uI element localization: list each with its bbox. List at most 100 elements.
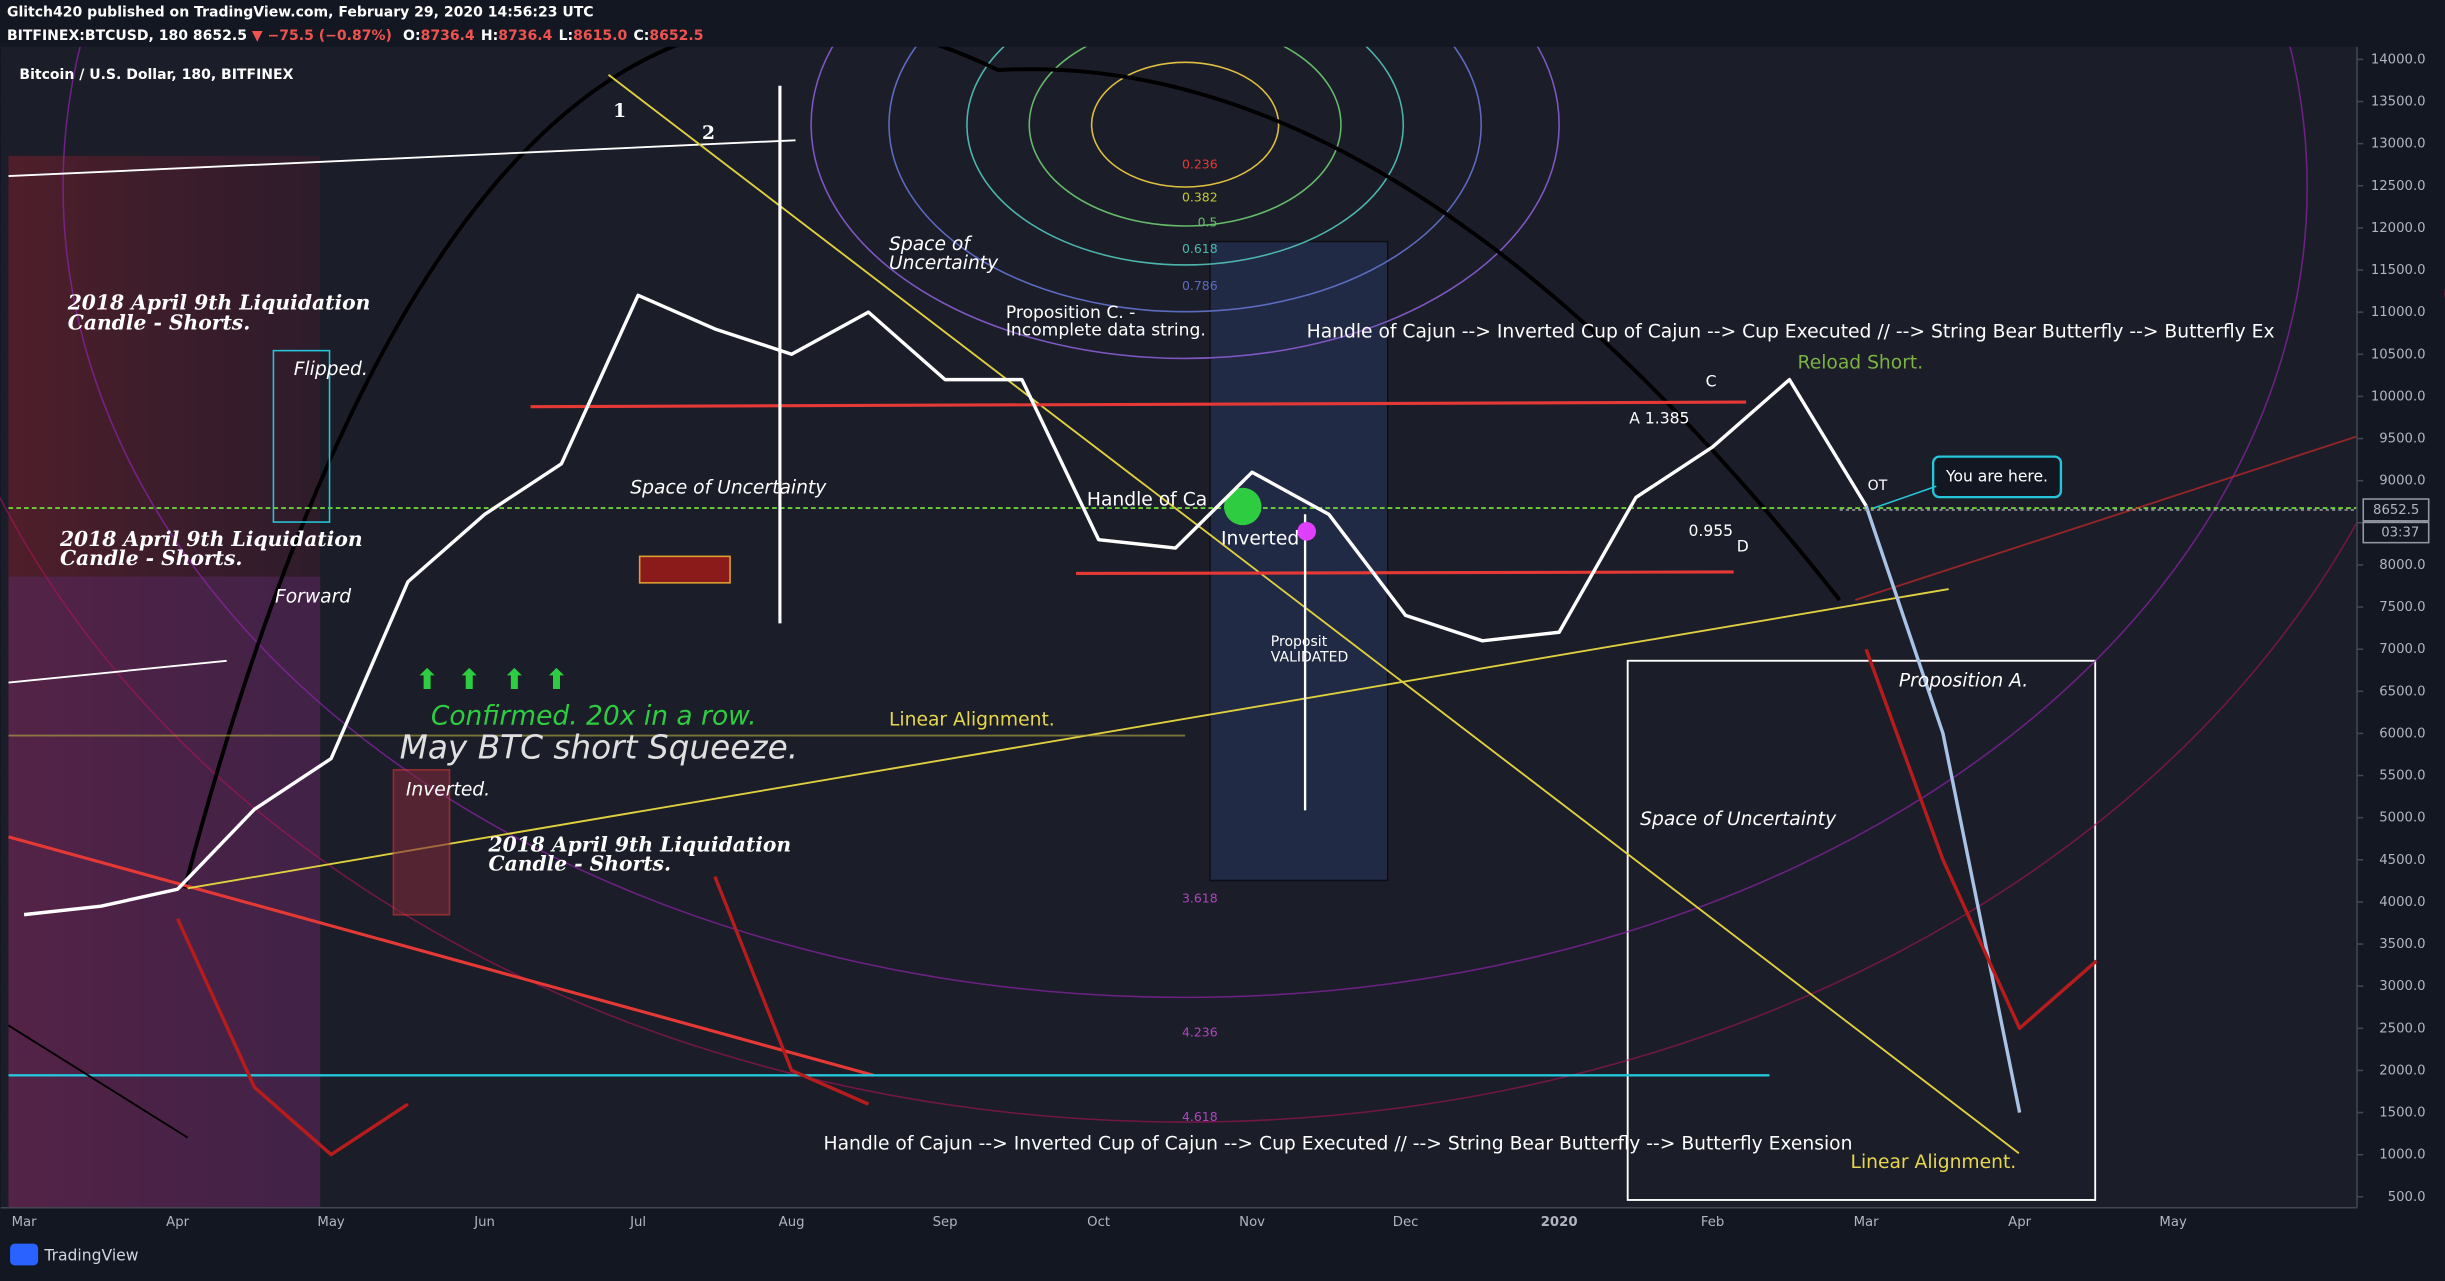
y-tick-label: 13000.0 <box>2371 137 2426 152</box>
annotation: Flipped. <box>294 359 368 380</box>
svg-text:⬆: ⬆ <box>415 663 439 696</box>
annotation: Forward <box>275 586 351 607</box>
last: 8652.5 <box>193 28 247 44</box>
y-tick-label: 10000.0 <box>2371 389 2426 404</box>
price-tag-label: 8652.5 <box>2373 503 2419 518</box>
annotation: 0.955 <box>1688 522 1733 540</box>
ohlc-key: O: <box>403 28 421 44</box>
x-tick-label: Jul <box>629 1215 646 1230</box>
ohlc-value: 8652.5 <box>649 28 703 44</box>
header-bar <box>0 0 2445 47</box>
annotation: 0.236 <box>1182 157 1218 172</box>
svg-text:⬆: ⬆ <box>545 663 569 696</box>
countdown-tag <box>2362 521 2430 544</box>
annotation: Space of <box>889 234 972 255</box>
annotation: Linear Alignment. <box>1851 1152 2017 1173</box>
arrows: ⬆ ⬆ ⬆ ⬆ <box>415 663 568 696</box>
y-tick-label: 4500.0 <box>2379 853 2425 868</box>
y-tick-label: 10500.0 <box>2371 347 2426 362</box>
annotation: Inverted. <box>406 780 490 801</box>
annotation: 2018 April 9th Liquidation <box>487 833 791 857</box>
y-tick-label: 6500.0 <box>2379 684 2425 699</box>
x-tick-label: Mar <box>1854 1215 1880 1230</box>
annotation: 2018 April 9th Liquidation <box>59 527 363 551</box>
y-tick-label: 7500.0 <box>2379 600 2425 615</box>
annotation: Proposit <box>1271 634 1328 650</box>
x-tick-label: 2020 <box>1541 1215 1578 1230</box>
y-tick-label: 500.0 <box>2388 1190 2426 1205</box>
annotation: 4.236 <box>1182 1025 1218 1040</box>
annotation: Handle of Ca <box>1087 490 1207 511</box>
annotation: Linear Alignment. <box>889 709 1055 730</box>
annotation: 2 <box>702 122 715 144</box>
annotation: You are here. <box>1945 467 2048 485</box>
y-tick-label: 11500.0 <box>2371 263 2426 278</box>
annotation: Proposition A. <box>1899 671 2028 692</box>
annotation: 0.382 <box>1182 189 1218 204</box>
y-tick-label: 12000.0 <box>2371 221 2426 236</box>
box <box>272 349 331 523</box>
annotation: May BTC short Squeeze. <box>400 729 798 767</box>
annotation: Handle of Cajun --> Inverted Cup of Caju… <box>824 1133 1853 1154</box>
annotation: 0.786 <box>1182 278 1218 293</box>
x-axis <box>0 1207 2445 1281</box>
x-tick-label: Feb <box>1701 1215 1724 1230</box>
annotation: Candle - Shorts. <box>68 311 251 335</box>
price-tag <box>2362 498 2430 522</box>
annotation: D <box>1737 537 1749 555</box>
countdown-label: 03:37 <box>2381 526 2419 541</box>
y-tick-label: 7000.0 <box>2379 642 2425 657</box>
y-tick-label: 2000.0 <box>2379 1063 2425 1078</box>
y-tick-label: 6000.0 <box>2379 726 2425 741</box>
ohlc-key: C: <box>633 28 649 44</box>
y-tick-label: 4000.0 <box>2379 895 2425 910</box>
y-tick-label: 1000.0 <box>2379 1148 2425 1163</box>
brand: TradingView <box>43 1247 138 1265</box>
y-tick-label: 9500.0 <box>2379 432 2425 447</box>
y-tick-label: 13500.0 <box>2371 95 2426 110</box>
ohlc-value: 8615.0 <box>573 28 627 44</box>
box <box>392 769 451 916</box>
x-tick-label: Mar <box>12 1215 38 1230</box>
logo <box>10 1243 39 1266</box>
price-line <box>1864 505 2022 1113</box>
ohlc-key: L: <box>559 28 574 44</box>
annotation: Incomplete data string. <box>1006 320 1206 340</box>
annotation: Candle - Shorts. <box>60 546 243 570</box>
publisher: Glitch420 published on TradingView.com, … <box>7 4 594 20</box>
fib-circles <box>0 0 2445 1123</box>
annotation: Confirmed. 20x in a row. <box>431 700 757 731</box>
y-tick-label: 5000.0 <box>2379 811 2425 826</box>
annotation: 3.618 <box>1182 891 1218 906</box>
ohlc-value: 8736.4 <box>498 28 552 44</box>
x-tick-label: May <box>317 1215 345 1230</box>
y-tick-label: 14000.0 <box>2371 52 2426 67</box>
annotation: 4.618 <box>1182 1109 1218 1124</box>
annotation: 0.618 <box>1182 241 1218 256</box>
x-tick-label: Jun <box>473 1215 495 1230</box>
svg-text:⬆: ⬆ <box>503 663 527 696</box>
annotation: A 1.385 <box>1629 410 1689 428</box>
x-tick-label: Aug <box>779 1215 805 1230</box>
annotation: Inverted <box>1221 529 1299 550</box>
y-tick-label: 11000.0 <box>2371 305 2426 320</box>
annotation: VALIDATED <box>1271 650 1348 666</box>
x-tick-label: Oct <box>1087 1215 1110 1230</box>
cup-arc <box>182 18 1842 889</box>
annotation: Space of Uncertainty <box>630 477 827 498</box>
annotation: Candle - Shorts. <box>488 851 671 875</box>
box <box>638 555 731 584</box>
quote: BITFINEX:BTCUSD, 180 8652.5 ▼ −75.5 (−0.… <box>7 28 704 44</box>
x-tick-label: Apr <box>166 1215 189 1230</box>
price-line <box>176 648 2098 1157</box>
y-tick-label: 1500.0 <box>2379 1106 2425 1121</box>
x-tick-label: Dec <box>1393 1215 1419 1230</box>
x-tick-label: May <box>2159 1215 2187 1230</box>
annotation: 1 <box>613 100 626 122</box>
chart-title: Bitcoin / U.S. Dollar, 180, BITFINEX <box>19 67 293 83</box>
marker <box>1224 487 1262 526</box>
y-axis <box>2357 46 2445 1219</box>
